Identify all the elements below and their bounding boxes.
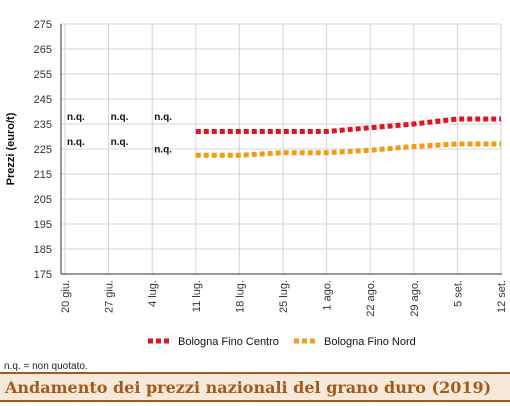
x-tick-label: 29 ago. (409, 280, 421, 317)
nq-annotation: n.q. (67, 137, 85, 148)
y-tick-label: 205 (34, 194, 52, 206)
x-tick-label: 4 lug. (147, 280, 159, 307)
y-axis-label: Prezzi (euro/t) (5, 112, 17, 185)
nq-annotation: n.q. (111, 137, 129, 148)
footnote: n.q. = non quotato. (4, 361, 88, 372)
y-tick-label: 245 (34, 94, 52, 106)
y-tick-label: 225 (34, 144, 52, 156)
y-tick-label: 255 (34, 69, 52, 81)
chart-title: Andamento dei prezzi nazionali del grano… (5, 378, 492, 397)
x-tick-label: 20 giu. (60, 280, 72, 313)
price-chart: 175 185 195 205 215 225 235 245 255 265 275 20 giu.… (5, 19, 508, 348)
series-line-1 (195, 116, 501, 134)
y-tick-label: 265 (34, 44, 52, 56)
nq-annotation: n.q. (154, 145, 172, 156)
nq-annotation: n.q. (154, 112, 172, 123)
legend-label: Bologna Fino Nord (324, 336, 416, 348)
x-tick-label: 12 set. (496, 280, 508, 313)
title-bar: Andamento dei prezzi nazionali del grano… (0, 372, 510, 402)
x-tick-label: 25 lug. (278, 280, 290, 313)
y-tick-label: 235 (34, 119, 52, 131)
nq-annotation: n.q. (111, 112, 129, 123)
chart-svg: 175 185 195 205 215 225 235 245 255 265 275 20 giu.… (5, 19, 508, 348)
nq-annotation: n.q. (67, 112, 85, 123)
y-tick-label: 175 (34, 269, 52, 281)
y-tick-label: 275 (34, 19, 52, 31)
series-line-2 (195, 141, 501, 158)
x-tick-label: 5 set. (452, 280, 464, 307)
y-tick-label: 195 (34, 219, 52, 231)
x-tick-label: 18 lug. (234, 280, 246, 313)
x-tick-label: 11 lug. (191, 280, 203, 312)
y-tick-label: 185 (34, 244, 52, 256)
y-tick-label: 215 (34, 169, 52, 181)
x-tick-label: 1 ago. (322, 280, 334, 311)
x-tick-label: 27 giu. (104, 280, 116, 313)
legend-label: Bologna Fino Centro (178, 336, 279, 348)
x-tick-label: 22 ago. (365, 280, 377, 317)
